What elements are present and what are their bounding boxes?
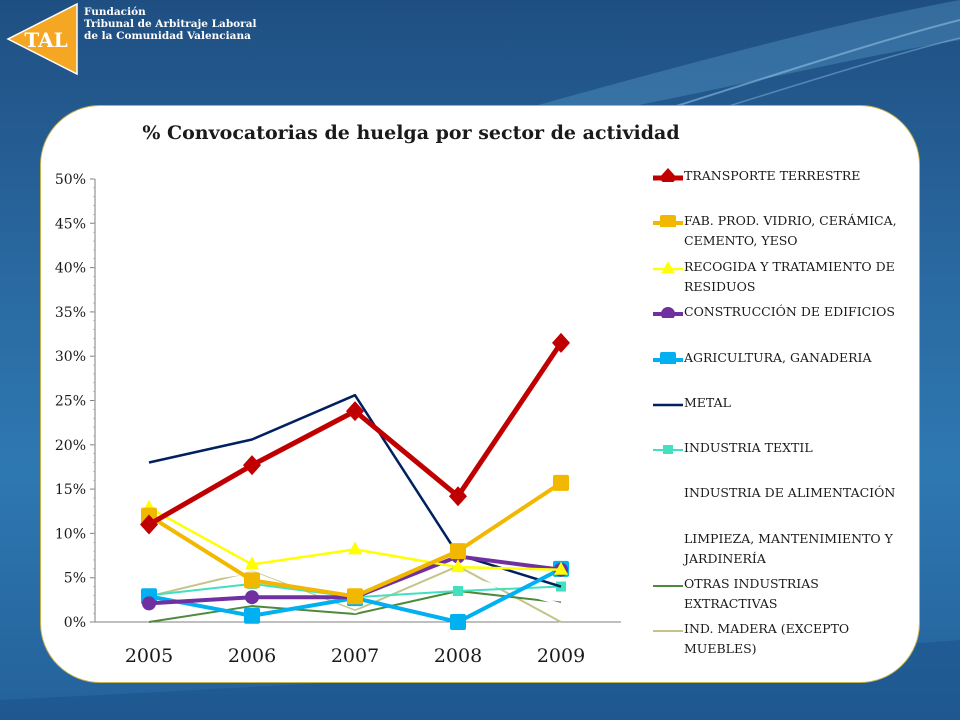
chart-title: % Convocatorias de huelga por sector de … [142,122,680,144]
legend-key [653,539,683,543]
legend-key-marker [661,261,675,273]
legend-label: RECOGIDA Y TRATAMIENTO DE RESIDUOS [684,259,895,294]
logo-text: TAL [24,28,67,52]
data-point [346,401,364,422]
organization-name: Fundación Tribunal de Arbitraje Laboral … [84,6,257,42]
legend-item: FAB. PROD. VIDRIO, CERÁMICA, CEMENTO, YE… [651,211,919,251]
series-6 [148,393,562,588]
series-2 [141,474,569,605]
data-point [244,607,260,624]
legend-item: OTRAS INDUSTRIAS EXTRACTIVAS [651,574,919,614]
legend-key-marker [660,215,676,227]
legend-item: RECOGIDA Y TRATAMIENTO DE RESIDUOS [651,257,919,297]
legend-item: TRANSPORTE TERRESTRE [651,166,919,206]
x-tick-label: 2005 [125,645,173,667]
y-tick-label: 45% [55,216,86,232]
legend-label: IND. MADERA (EXCEPTO MUEBLES) [684,621,850,656]
series-line [148,571,562,614]
data-point [450,543,466,560]
legend-key [653,493,683,497]
y-tick-label: 30% [55,349,86,365]
legend-key [653,261,683,273]
data-point [449,486,467,507]
legend-item: LIMPIEZA, MANTENIMIENTO Y JARDINERÍA [651,529,919,569]
data-point [243,455,261,476]
legend-item: AGRICULTURA, GANADERIA [651,348,919,388]
legend-key [653,585,683,587]
legend-label: TRANSPORTE TERRESTRE [684,168,861,183]
data-point [348,541,362,555]
legend-key-marker [663,445,673,454]
legend-marker [663,445,673,454]
series-8 [148,571,562,614]
legend-key-marker [660,352,676,364]
y-tick-label: 40% [55,261,86,277]
series-line [148,393,562,588]
tal-logo: TAL [6,2,78,76]
legend-label: LIMPIEZA, MANTENIMIENTO Y JARDINERÍA [684,531,893,566]
series-1 [140,332,570,535]
legend-marker [660,215,676,227]
legend-label: OTRAS INDUSTRIAS EXTRACTIVAS [684,576,819,611]
y-tick-label: 25% [55,394,86,410]
x-tick-label: 2007 [331,645,379,667]
org-line-3: de la Comunidad Valenciana [84,30,251,42]
line-chart: 0% 5% 10% 15% 20% 25% 30% 35% 40% 45% 50% 2005 2006 2… [55,172,621,667]
y-tick-label: 5% [64,571,86,587]
legend-marker [660,352,676,364]
legend-marker [661,261,675,273]
legend-item: CONSTRUCCIÓN DE EDIFICIOS [651,302,919,342]
chart-panel: % Convocatorias de huelga por sector de … [40,105,920,683]
legend-label: INDUSTRIA TEXTIL [684,440,813,455]
data-point [140,514,158,535]
legend-key [653,352,683,364]
legend-key [653,307,683,318]
y-tick-label: 20% [55,438,86,454]
legend-key [653,403,683,407]
data-point [245,556,259,570]
legend-key [653,445,683,454]
legend-label: INDUSTRIA DE ALIMENTACIÓN [684,485,896,500]
x-tick-label: 2008 [434,645,482,667]
org-line-2: Tribunal de Arbitraje Laboral [84,18,257,30]
legend-key [653,215,683,227]
x-tick-label: 2006 [228,645,276,667]
y-tick-label: 10% [55,526,86,542]
legend-marker [659,168,677,182]
y-tick-label: 35% [55,305,86,321]
data-point [553,474,569,491]
legend-item: METAL [651,393,919,433]
data-point [245,590,259,605]
y-tick-label: 50% [55,172,86,188]
series-line [148,589,562,623]
legend-marker [661,307,675,318]
data-point [450,614,466,630]
org-line-1: Fundación [84,6,146,18]
data-point [554,561,568,575]
legend-label: FAB. PROD. VIDRIO, CERÁMICA, CEMENTO, YE… [684,213,897,248]
series-line [147,341,564,527]
series-10 [148,589,562,623]
y-tick-label: 15% [55,482,86,498]
legend-item: INDUSTRIA DE ALIMENTACIÓN [651,483,919,523]
data-point [142,596,156,611]
data-point [244,572,260,589]
x-tick-label: 2009 [537,645,585,667]
legend-item: IND. MADERA (EXCEPTO MUEBLES) [651,619,919,659]
data-point [347,588,363,605]
legend-key [653,168,683,182]
data-point [451,559,465,573]
y-tick-label: 0% [64,615,86,631]
legend-key-marker [661,307,675,318]
legend-label: CONSTRUCCIÓN DE EDIFICIOS [684,304,895,319]
data-point [552,332,570,353]
legend-item: INDUSTRIA TEXTIL [651,438,919,478]
legend-key-marker [659,168,677,182]
legend-label: AGRICULTURA, GANADERIA [684,350,872,365]
data-point [453,585,463,596]
legend-label: METAL [684,395,731,410]
legend-key [653,630,683,632]
